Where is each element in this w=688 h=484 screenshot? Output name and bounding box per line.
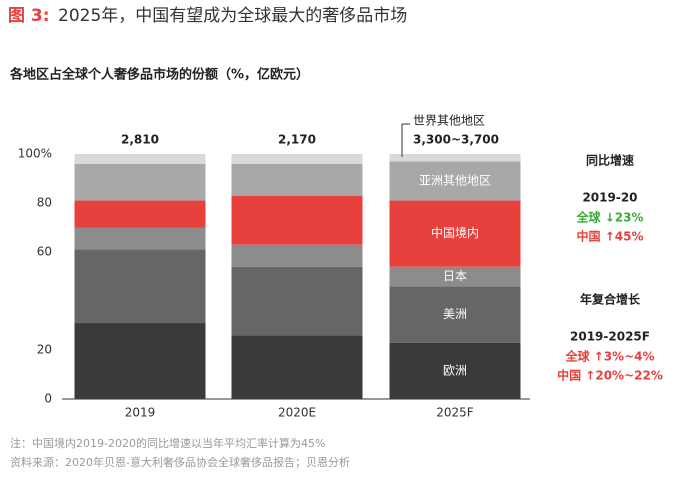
y-tick-label: 0 — [44, 392, 52, 406]
y-tick-label: 60 — [37, 245, 52, 259]
bar-segment — [231, 163, 363, 196]
panel-line: 全球 ↑3%~4% — [564, 349, 654, 364]
segment-label: 美洲 — [443, 307, 467, 321]
bar-segment — [74, 200, 206, 228]
title-prefix: 图 3: — [8, 6, 50, 26]
y-tick-label: 20 — [37, 343, 52, 357]
bar-segment — [389, 266, 521, 287]
bar-segment — [231, 266, 363, 336]
y-tick-label: 100% — [18, 147, 52, 161]
bar-segment — [389, 154, 521, 162]
panel-line: 中国 ↑20%~22% — [557, 368, 663, 383]
bar-segment — [389, 342, 521, 399]
segment-label: 亚洲其他地区 — [419, 173, 491, 187]
bar-segment — [389, 161, 521, 201]
panel-line: 中国 ↑45% — [577, 229, 644, 244]
bar-segment — [389, 200, 521, 267]
note: 资料来源：2020年贝恩-意大利奢侈品协会全球奢侈品报告；贝恩分析 — [10, 455, 350, 469]
bar-segment — [231, 154, 363, 164]
segment-label: 日本 — [443, 269, 467, 283]
note: 注：中国境内2019-2020的同比增速以当年平均汇率计算为45% — [10, 436, 325, 450]
total-label: 3,300~3,700 — [413, 133, 499, 147]
total-label: 2,170 — [278, 133, 316, 147]
x-tick-label: 2020E — [278, 406, 316, 420]
bar-segment — [74, 249, 206, 324]
panel-line: 全球 ↓23% — [576, 210, 644, 225]
bar-segment — [231, 244, 363, 267]
bar-segment — [231, 195, 363, 245]
panel-heading: 年复合增长 — [580, 292, 641, 307]
bar-segment — [74, 163, 206, 201]
x-tick-label: 2019 — [125, 406, 156, 420]
bar-segment — [231, 335, 363, 399]
x-tick-label: 2025F — [436, 406, 474, 420]
panel-heading: 同比增速 — [586, 153, 634, 168]
panel-period: 2019-2025F — [570, 330, 650, 344]
segment-label: 中国境内 — [431, 225, 479, 240]
bar-segment — [74, 323, 206, 399]
subtitle: 各地区占全球个人奢侈品市场的份额（%，亿欧元） — [9, 67, 309, 83]
y-tick-label: 80 — [37, 196, 52, 210]
segment-label: 世界其他地区 — [413, 114, 485, 128]
bar-segment — [74, 227, 206, 250]
bar-segment — [74, 154, 206, 164]
chart-title: 2025年，中国有望成为全球最大的奢侈品市场 — [58, 6, 407, 26]
total-label: 2,810 — [121, 133, 159, 147]
bar-segment — [389, 286, 521, 343]
segment-label: 欧洲 — [443, 363, 467, 377]
panel-period: 2019-20 — [582, 191, 637, 205]
